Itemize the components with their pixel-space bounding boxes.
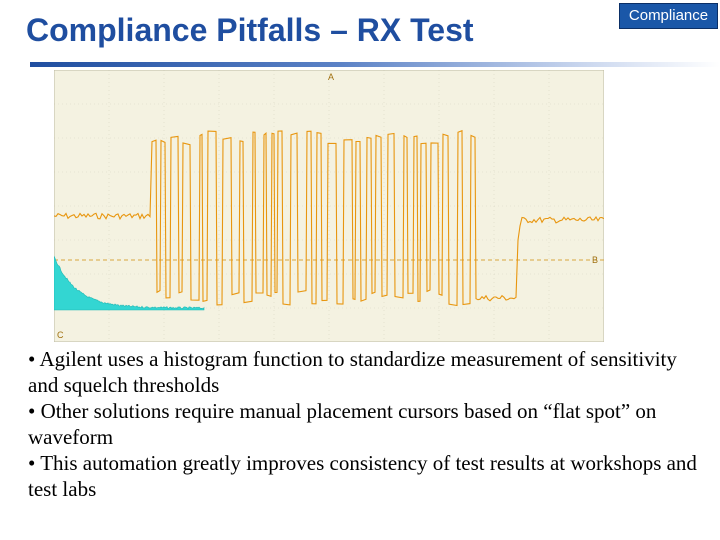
- bullet-list: • Agilent uses a histogram function to s…: [28, 346, 708, 502]
- signal-trace: [54, 129, 604, 307]
- bullet-item: • Agilent uses a histogram function to s…: [28, 347, 677, 397]
- slide-title: Compliance Pitfalls – RX Test: [26, 12, 474, 48]
- oscilloscope-screenshot: A B C: [54, 70, 604, 342]
- waveform-plot: A B C: [54, 70, 604, 342]
- marker-label-bottom: C: [57, 330, 64, 340]
- scope-grid: [54, 70, 604, 342]
- marker-label-right: B: [592, 255, 598, 265]
- bullet-item: • This automation greatly improves consi…: [28, 451, 697, 501]
- bullet-item: • Other solutions require manual placeme…: [28, 399, 657, 449]
- histogram-shape: [54, 255, 205, 311]
- compliance-badge: Compliance: [619, 3, 718, 29]
- title-rule: [30, 62, 720, 67]
- marker-label-top: A: [328, 72, 334, 82]
